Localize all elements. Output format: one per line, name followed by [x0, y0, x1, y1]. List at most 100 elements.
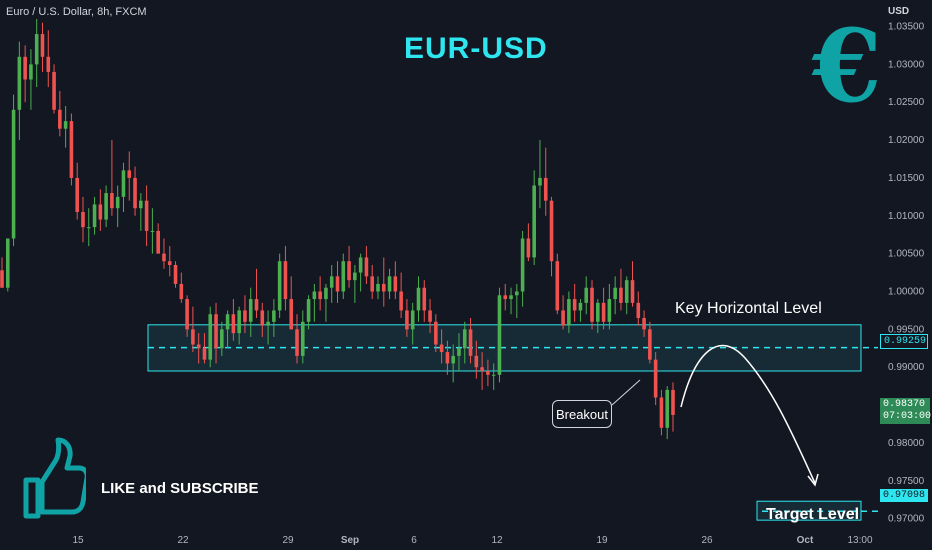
candle-body — [277, 261, 282, 311]
candle-body — [381, 283, 386, 292]
candle-body — [624, 280, 629, 303]
candle-body — [289, 299, 294, 330]
like-subscribe-text: LIKE and SUBSCRIBE — [101, 480, 259, 497]
candle-body — [156, 230, 160, 254]
candle-body — [584, 287, 589, 303]
candle-body — [248, 299, 253, 322]
candle-body — [358, 257, 363, 273]
candle-body — [127, 170, 132, 178]
y-tick-label: 1.00000 — [888, 287, 925, 298]
candle-body — [416, 287, 421, 311]
candle-body — [110, 193, 114, 209]
candle-body — [81, 212, 85, 228]
x-tick-label: 19 — [596, 535, 608, 546]
candle-body — [329, 276, 334, 288]
candle-body — [185, 299, 189, 330]
candle-body — [451, 355, 455, 364]
candle-body — [387, 276, 392, 292]
candle-body — [393, 276, 398, 292]
candle-body — [86, 227, 91, 229]
candle-body — [607, 299, 612, 322]
candle-body — [526, 238, 531, 258]
candle-body — [520, 238, 525, 292]
key-level-label: Key Horizontal Level — [675, 300, 822, 317]
candle-body — [144, 200, 149, 231]
candle-body — [202, 348, 207, 360]
candle-body — [46, 56, 51, 72]
candle-body — [34, 34, 39, 65]
candle-body — [428, 310, 432, 322]
candle-body — [665, 389, 670, 428]
candle-body — [283, 261, 288, 300]
candle-body — [52, 71, 56, 110]
candle-body — [208, 314, 213, 360]
candle-body — [300, 321, 305, 356]
candle-body — [491, 374, 496, 376]
candle-body — [191, 329, 195, 345]
candle-body — [272, 310, 276, 322]
candle-body — [422, 287, 427, 311]
candle-body — [162, 253, 166, 262]
candle-body — [567, 299, 571, 326]
euro-icon: € — [812, 7, 882, 125]
candle-body — [139, 200, 143, 209]
candle-body — [196, 344, 201, 349]
y-tick-label: 0.99500 — [888, 324, 925, 335]
candle-body — [474, 355, 479, 368]
candle-body — [98, 204, 103, 220]
candle-body — [538, 177, 542, 186]
y-tick-label: 1.03500 — [888, 22, 925, 33]
candle-body — [324, 287, 328, 300]
candle-body — [115, 196, 120, 209]
x-tick-label: Sep — [341, 535, 359, 546]
breakout-callout: Breakout — [552, 400, 612, 428]
candle-body — [596, 302, 600, 322]
candle-body — [214, 314, 218, 349]
candle-body — [121, 170, 126, 197]
y-tick-label: 0.97000 — [888, 514, 925, 525]
candle-body — [335, 276, 340, 292]
y-tick-label: 1.00500 — [888, 249, 925, 260]
candle-body — [468, 329, 473, 356]
candle-body — [659, 397, 664, 428]
candle-body — [29, 64, 33, 80]
candle-body — [439, 344, 444, 353]
candle-body — [497, 295, 502, 375]
y-tick-label: 1.02000 — [888, 135, 925, 146]
y-tick-label: 1.01000 — [888, 211, 925, 222]
target-level-label: Target Level — [766, 506, 860, 523]
candle-body — [150, 230, 155, 232]
candle-body — [613, 287, 617, 300]
candle-body — [619, 287, 623, 303]
candle-body — [671, 389, 675, 415]
candle-body — [653, 359, 658, 398]
projection-arrowhead — [807, 473, 819, 487]
candle-body — [347, 261, 351, 281]
candle-body — [306, 299, 311, 322]
candle-body — [480, 367, 484, 371]
y-tick-label: 0.97500 — [888, 476, 925, 487]
candle-body — [237, 310, 241, 334]
candle-body — [40, 34, 45, 57]
candle-body — [225, 314, 230, 330]
candle-body — [75, 177, 79, 212]
candle-body — [642, 318, 646, 330]
projection-arrow — [680, 344, 816, 484]
candle-body — [630, 280, 635, 303]
candle-body — [376, 283, 380, 292]
target-level-price-tag: 0.97098 — [880, 489, 928, 502]
candle-body — [266, 321, 270, 326]
candle-body — [5, 238, 10, 288]
candle-body — [601, 302, 606, 322]
y-tick-label: 1.01500 — [888, 173, 925, 184]
y-tick-label: 1.03000 — [888, 59, 925, 70]
candle-body — [578, 302, 583, 311]
candle-body — [555, 261, 560, 311]
candle-body — [561, 310, 565, 326]
candle-body — [434, 321, 438, 345]
candle-body — [295, 329, 299, 356]
y-tick-label: 0.99000 — [888, 362, 925, 373]
candle-body — [486, 371, 490, 375]
candle-body — [445, 352, 450, 364]
